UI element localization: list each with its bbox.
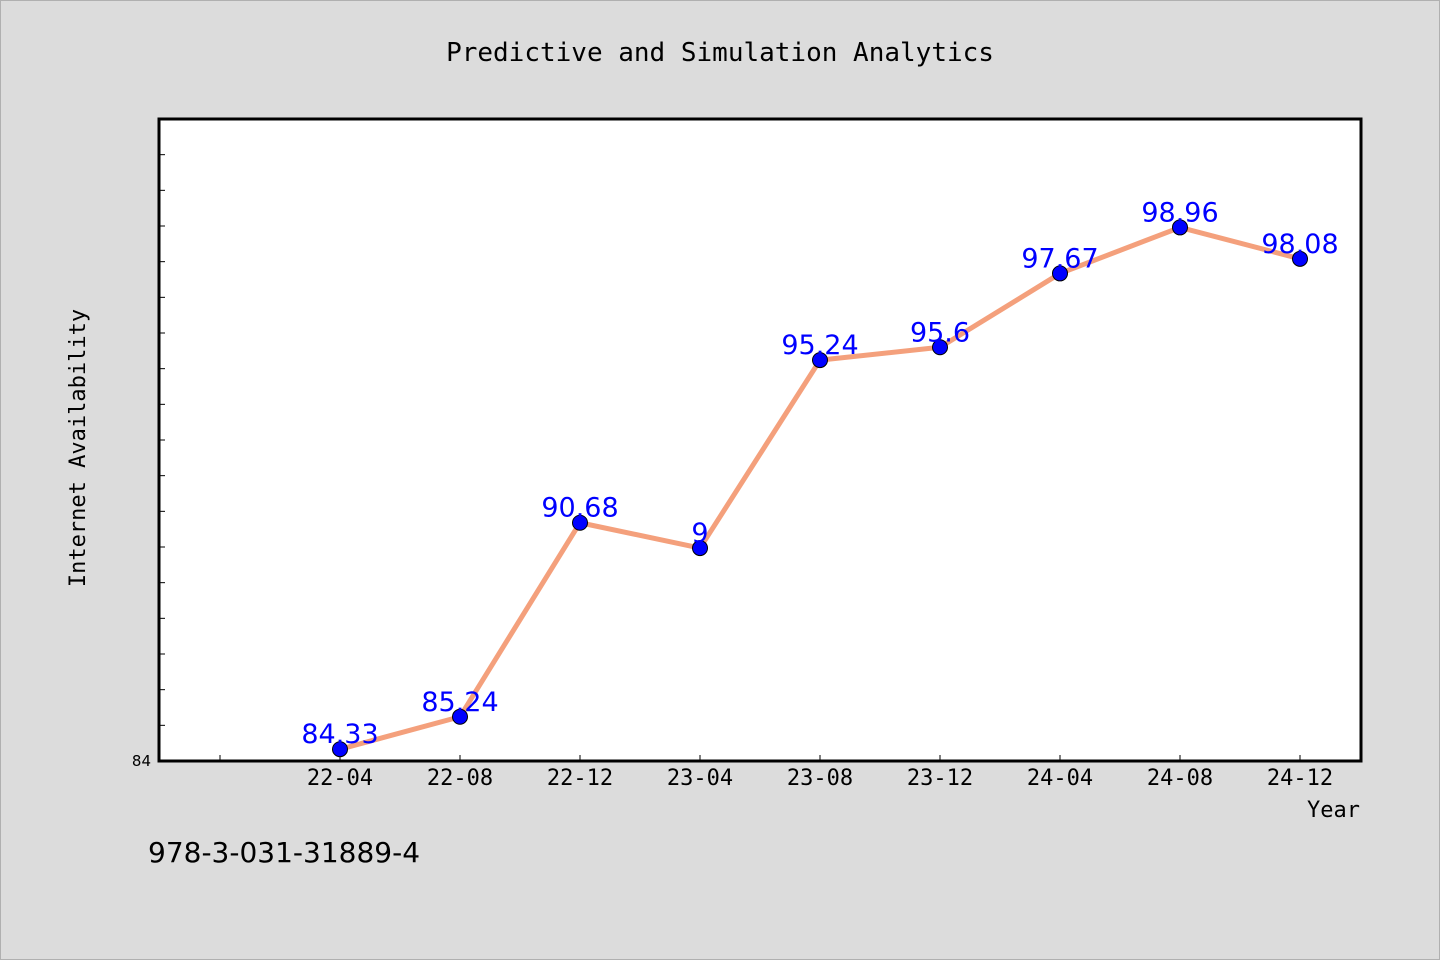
data-label: 9 (691, 518, 708, 549)
x-tick-label: 23-12 (907, 766, 973, 791)
footer-isbn: 978-3-031-31889-4 (148, 836, 420, 869)
data-label: 95.6 (910, 317, 970, 348)
chart-title: Predictive and Simulation Analytics (446, 38, 994, 68)
data-point (332, 741, 348, 758)
data-label: 90.68 (541, 493, 618, 524)
data-label: 98.08 (1261, 229, 1338, 260)
x-tick-label: 22-04 (307, 766, 373, 791)
x-axis-ticks: 22-04 22-08 22-12 23-04 23-08 23-12 24-04 24-08… (219, 755, 1333, 791)
y-axis-ticks (159, 154, 165, 726)
plot-area (157, 117, 1363, 763)
data-labels: 84.33 85.24 90.68 9 95.24 95.6 97.67 98.96 98.08 (301, 197, 1338, 750)
y-axis-label: Internet Availability (66, 309, 91, 587)
x-tick-label: 24-08 (1147, 766, 1213, 791)
series-layer (332, 219, 1308, 758)
x-axis-label: Year (1307, 798, 1360, 823)
data-point (1292, 250, 1308, 267)
data-point (1052, 265, 1068, 282)
x-tick-label: 22-12 (547, 766, 613, 791)
x-tick-label: 23-04 (667, 766, 733, 791)
x-tick-label: 24-04 (1027, 766, 1093, 791)
x-tick-label: 23-08 (787, 766, 853, 791)
x-tick-label: 22-08 (427, 766, 493, 791)
data-label: 95.24 (781, 330, 858, 361)
data-point (932, 339, 948, 356)
y-tick-label: 84 (132, 752, 151, 770)
data-point (1172, 219, 1188, 236)
data-label: 97.67 (1021, 243, 1098, 274)
data-point (572, 514, 588, 531)
data-label: 84.33 (301, 719, 378, 750)
x-tick-label: 24-12 (1267, 766, 1333, 791)
data-point (692, 540, 708, 557)
data-label: 98.96 (1141, 197, 1218, 228)
data-point (452, 708, 468, 725)
data-point (812, 352, 828, 369)
data-label: 85.24 (421, 687, 498, 718)
